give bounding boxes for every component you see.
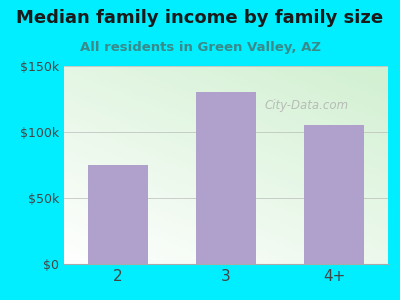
Bar xyxy=(304,125,364,264)
Text: City-Data.com: City-Data.com xyxy=(265,99,349,112)
Bar xyxy=(196,92,256,264)
Text: Median family income by family size: Median family income by family size xyxy=(16,9,384,27)
Bar xyxy=(88,165,148,264)
Text: All residents in Green Valley, AZ: All residents in Green Valley, AZ xyxy=(80,40,320,53)
